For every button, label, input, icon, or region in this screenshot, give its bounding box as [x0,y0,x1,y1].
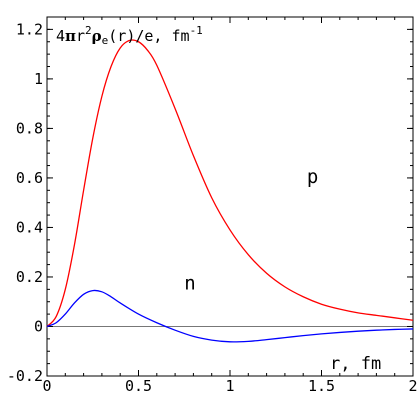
y-axis-ticks: -0.2 0 0.2 0.4 0.6 0.8 1 1.2 [7,16,413,385]
y-tick-label: 0.6 [16,169,43,187]
curve-label-n: n [184,272,195,294]
series-group [46,39,414,343]
y-tick-label: 0 [34,317,43,335]
x-tick-label: 1.5 [308,377,335,395]
x-tick-label: 1 [225,377,234,395]
x-axis-ticks: 0 0.5 1 1.5 2 [42,17,418,395]
x-tick-label: 0.5 [125,377,152,395]
curve-label-p: p [307,166,318,188]
y-tick-label: 1.2 [16,20,43,38]
series-line-p [46,39,414,327]
y-tick-label: 0.2 [16,268,43,286]
y-tick-label: 0.4 [16,218,43,236]
curve-labels: pn [184,166,318,294]
x-tick-label: 0 [42,377,51,395]
x-axis-label: r, fm [330,354,381,374]
y-tick-label: 1 [34,70,43,88]
series-line-n [46,289,414,343]
y-tick-label: -0.2 [7,367,43,385]
y-tick-label: 0.8 [16,119,43,137]
x-tick-label: 2 [408,377,417,395]
y-axis-label: 4πr2ρe(r)/e, fm-1 [56,24,203,47]
plot-frame [46,16,414,377]
